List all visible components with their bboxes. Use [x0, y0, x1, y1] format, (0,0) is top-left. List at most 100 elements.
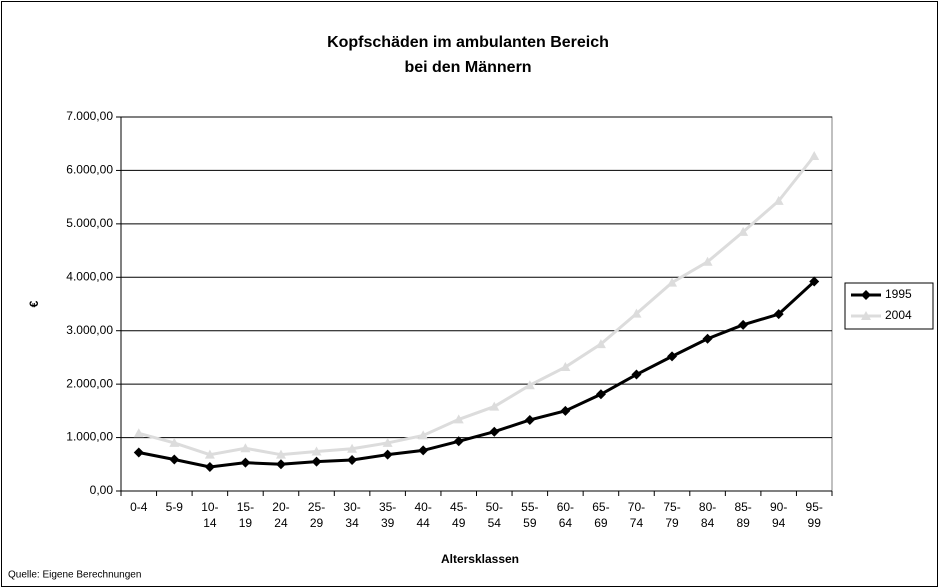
x-tick-label: 0-4: [130, 500, 148, 514]
legend-label: 2004: [885, 308, 912, 322]
legend-label: 1995: [885, 287, 912, 301]
x-tick-label: 75-79: [663, 500, 680, 530]
x-tick-label-part: 60-: [557, 500, 574, 514]
x-tick-label-part: 29: [310, 516, 324, 530]
x-tick-label-part: 95-: [806, 500, 823, 514]
source-note: Quelle: Eigene Berechnungen: [8, 570, 141, 581]
data-point: [133, 447, 144, 458]
x-tick-label-part: 85-: [734, 500, 751, 514]
x-tick-label-part: 35-: [379, 500, 396, 514]
x-tick-label: 5-9: [166, 500, 184, 514]
x-tick-label: 85-89: [734, 500, 751, 530]
data-point: [489, 401, 500, 411]
data-point: [275, 449, 286, 459]
x-tick-label: 20-24: [272, 500, 289, 530]
data-point: [347, 443, 358, 453]
x-tick-label: 25-29: [308, 500, 325, 530]
data-point: [347, 455, 358, 466]
x-tick-label-part: 45-: [450, 500, 467, 514]
x-tick-label: 30-34: [343, 500, 360, 530]
y-tick-label: 6.000,00: [66, 163, 113, 177]
data-point: [809, 276, 820, 287]
x-tick-label-part: 10-: [201, 500, 218, 514]
data-point: [204, 449, 215, 459]
data-point: [595, 339, 606, 349]
x-tick-label-part: 14: [203, 516, 217, 530]
x-tick-label-part: 65-: [592, 500, 609, 514]
x-tick-label-part: 64: [559, 516, 573, 530]
x-tick-label-part: 90-: [770, 500, 787, 514]
x-tick-label-part: 19: [239, 516, 253, 530]
y-tick-label: 4.000,00: [66, 269, 113, 283]
series-line: [138, 155, 816, 457]
data-point: [738, 319, 749, 330]
x-tick-label: 95-99: [806, 500, 823, 530]
data-point: [275, 459, 286, 470]
x-tick-label-part: 59: [523, 516, 537, 530]
x-tick-label-part: 70-: [628, 500, 645, 514]
x-axis-title: Altersklassen: [441, 552, 519, 566]
legend-box: [844, 282, 934, 330]
data-point: [204, 461, 215, 472]
y-tick-label: 2.000,00: [66, 376, 113, 390]
data-point: [311, 446, 322, 456]
data-point: [453, 414, 464, 424]
chart-subtitle: bei den Männern: [404, 59, 531, 76]
data-point: [809, 151, 820, 161]
x-tick-label: 15-19: [237, 500, 254, 530]
data-point: [773, 195, 784, 205]
data-point: [667, 351, 678, 362]
x-tick-label: 80-84: [699, 500, 716, 530]
data-point: [382, 437, 393, 447]
x-tick-label-part: 75-: [663, 500, 680, 514]
x-tick-label: 90-94: [770, 500, 787, 530]
x-tick-label-part: 94: [772, 516, 786, 530]
data-point: [861, 311, 871, 320]
x-tick-label-part: 40-: [415, 500, 432, 514]
x-tick-label-part: 24: [274, 516, 288, 530]
x-tick-label-part: 39: [381, 516, 395, 530]
data-point: [738, 226, 749, 236]
data-point: [560, 405, 571, 416]
y-tick-label: 5.000,00: [66, 216, 113, 230]
x-tick-label-part: 44: [416, 516, 430, 530]
x-tick-label-part: 25-: [308, 500, 325, 514]
x-tick-label: 10-14: [201, 500, 218, 530]
x-tick-label-part: 55-: [521, 500, 538, 514]
data-point: [382, 449, 393, 460]
x-tick-label-part: 50-: [486, 500, 503, 514]
data-point: [240, 443, 251, 453]
x-tick-label: 65-69: [592, 500, 609, 530]
data-point: [631, 369, 642, 380]
x-tick-label: 45-49: [450, 500, 467, 530]
series-line: [138, 280, 816, 469]
data-point: [631, 308, 642, 318]
chart-title: Kopfschäden im ambulanten Bereich: [327, 34, 609, 51]
plot-area: [120, 116, 833, 492]
x-tick-label-part: 89: [736, 516, 750, 530]
x-tick-label-part: 54: [488, 516, 502, 530]
data-point: [133, 428, 144, 438]
data-point: [418, 445, 429, 456]
x-tick-label-part: 84: [701, 516, 715, 530]
y-axis-title: €: [27, 300, 41, 307]
data-point: [702, 333, 713, 344]
x-tick-label-part: 80-: [699, 500, 716, 514]
data-point: [169, 437, 180, 447]
data-point: [453, 436, 464, 447]
data-point: [702, 256, 713, 266]
y-tick-label: 1.000,00: [66, 430, 113, 444]
data-point: [524, 414, 535, 425]
data-point: [595, 389, 606, 400]
x-tick-label-part: 49: [452, 516, 466, 530]
x-tick-label: 70-74: [628, 500, 645, 530]
y-tick-label: 7.000,00: [66, 109, 113, 123]
x-tick-label-part: 30-: [343, 500, 360, 514]
data-point: [240, 457, 251, 468]
data-point: [667, 277, 678, 287]
data-point: [773, 309, 784, 320]
data-point: [861, 290, 871, 300]
x-tick-label-part: 20-: [272, 500, 289, 514]
data-point: [169, 454, 180, 465]
x-tick-label: 50-54: [486, 500, 503, 530]
